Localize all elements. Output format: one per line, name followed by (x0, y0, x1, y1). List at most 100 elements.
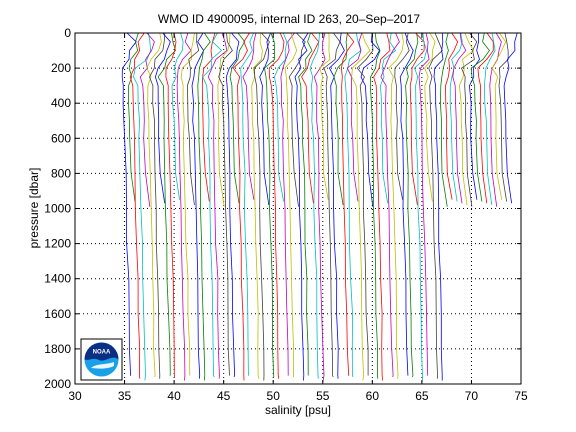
salinity-profile-9 (157, 32, 176, 376)
x-tick-label: 50 (267, 389, 281, 403)
salinity-profile-78 (503, 32, 518, 204)
x-tick-label: 70 (465, 389, 479, 403)
salinity-profile-4 (133, 32, 152, 381)
salinity-profile-28 (253, 32, 270, 381)
salinity-profile-63 (428, 32, 443, 379)
salinity-profile-40 (313, 32, 326, 381)
salinity-profile-62 (424, 32, 436, 202)
x-tick-label: 60 (366, 389, 380, 403)
salinity-profile-58 (405, 32, 419, 378)
salinity-profile-22 (225, 32, 240, 378)
y-tick-label: 800 (51, 166, 71, 180)
x-tick-label: 45 (217, 389, 231, 403)
salinity-profile-56 (394, 32, 410, 200)
salinity-profile-21 (218, 32, 233, 376)
salinity-profile-10 (165, 32, 177, 378)
salinity-profile-42 (323, 32, 341, 378)
noaa-logo: NOAA (80, 338, 123, 381)
salinity-profile-47 (346, 32, 363, 202)
salinity-profile-38 (301, 32, 320, 204)
salinity-profile-46 (344, 32, 362, 378)
salinity-profile-35 (288, 32, 306, 207)
salinity-profile-32 (274, 32, 288, 202)
salinity-profile-44 (333, 32, 348, 206)
salinity-profile-45 (340, 32, 355, 376)
salinity-profile-60 (414, 32, 428, 381)
salinity-profile-23 (229, 32, 246, 204)
salinity-profile-29 (259, 32, 271, 206)
y-tick-label: 2000 (44, 377, 71, 391)
chart-title: WMO ID 4900095, internal ID 263, 20–Sep–… (158, 12, 420, 26)
salinity-profile-24 (232, 32, 250, 381)
y-tick-label: 200 (51, 61, 71, 75)
salinity-profiles (121, 32, 518, 381)
y-tick-label: 1800 (44, 342, 71, 356)
noaa-logo-text: NOAA (93, 350, 111, 356)
salinity-profile-26 (242, 32, 257, 200)
salinity-profile-20 (217, 32, 231, 207)
salinity-profile-14 (186, 32, 200, 206)
salinity-profile-73 (477, 32, 494, 204)
salinity-profile-51 (369, 32, 381, 379)
salinity-profile-41 (319, 32, 331, 200)
salinity-profile-30 (264, 32, 276, 377)
salinity-profile-68 (452, 32, 467, 204)
salinity-profile-77 (498, 32, 509, 202)
salinity-profile-55 (388, 32, 404, 379)
salinity-profile-3 (129, 32, 145, 379)
salinity-profile-1 (121, 32, 137, 376)
salinity-profile-70 (461, 32, 478, 207)
salinity-profile-75 (489, 32, 502, 207)
y-axis-label: pressure [dbar] (27, 168, 41, 249)
x-tick-label: 30 (68, 389, 82, 403)
salinity-profile-64 (433, 32, 444, 381)
salinity-profile-65 (439, 32, 449, 207)
y-tick-label: 1600 (44, 307, 71, 321)
salinity-profile-76 (491, 32, 507, 200)
salinity-profile-34 (284, 32, 298, 378)
salinity-profile-7 (149, 32, 166, 379)
x-tick-label: 75 (514, 389, 528, 403)
salinity-profile-61 (418, 32, 430, 376)
salinity-profile-8 (154, 32, 171, 204)
salinity-profile-11 (171, 32, 184, 200)
salinity-profile-74 (483, 32, 496, 206)
y-tick-label: 1200 (44, 237, 71, 251)
salinity-profile-12 (176, 32, 192, 381)
y-tick-label: 1000 (44, 202, 71, 216)
x-tick-label: 65 (415, 389, 429, 403)
salinity-profile-39 (309, 32, 320, 379)
salinity-profile-36 (294, 32, 309, 381)
salinity-profile-18 (202, 32, 223, 378)
salinity-profile-27 (251, 32, 263, 379)
salinity-profile-19 (207, 32, 228, 379)
axis-ticks: 30 35 40 45 50 55 60 65 70 75 0 200 400 600 800 1000 120… (44, 26, 528, 403)
salinity-profile-54 (380, 32, 400, 378)
salinity-profile-48 (351, 32, 371, 381)
salinity-profile-50 (360, 32, 380, 207)
salinity-profile-49 (356, 32, 374, 376)
x-tick-label: 40 (167, 389, 181, 403)
salinity-profile-71 (468, 33, 480, 200)
y-tick-label: 0 (64, 26, 71, 40)
salinity-profile-67 (449, 32, 463, 202)
salinity-profile-2 (128, 32, 139, 202)
salinity-profile-52 (373, 32, 391, 381)
salinity-profile-59 (409, 32, 425, 206)
salinity-profile-69 (458, 32, 474, 206)
salinity-profile-5 (139, 32, 155, 207)
salinity-profile-72 (470, 32, 490, 202)
x-axis-label: salinity [psu] (265, 403, 331, 417)
salinity-profile-43 (328, 32, 345, 379)
x-tick-label: 55 (316, 389, 330, 403)
salinity-profile-15 (191, 32, 205, 379)
salinity-profile-66 (445, 32, 459, 200)
x-tick-label: 35 (118, 389, 132, 403)
salinity-profile-57 (399, 32, 414, 376)
y-tick-label: 1400 (44, 272, 71, 286)
salinity-profile-6 (146, 32, 162, 378)
salinity-profile-13 (180, 32, 195, 376)
salinity-profile-37 (298, 32, 313, 376)
salinity-profile-33 (280, 32, 295, 376)
